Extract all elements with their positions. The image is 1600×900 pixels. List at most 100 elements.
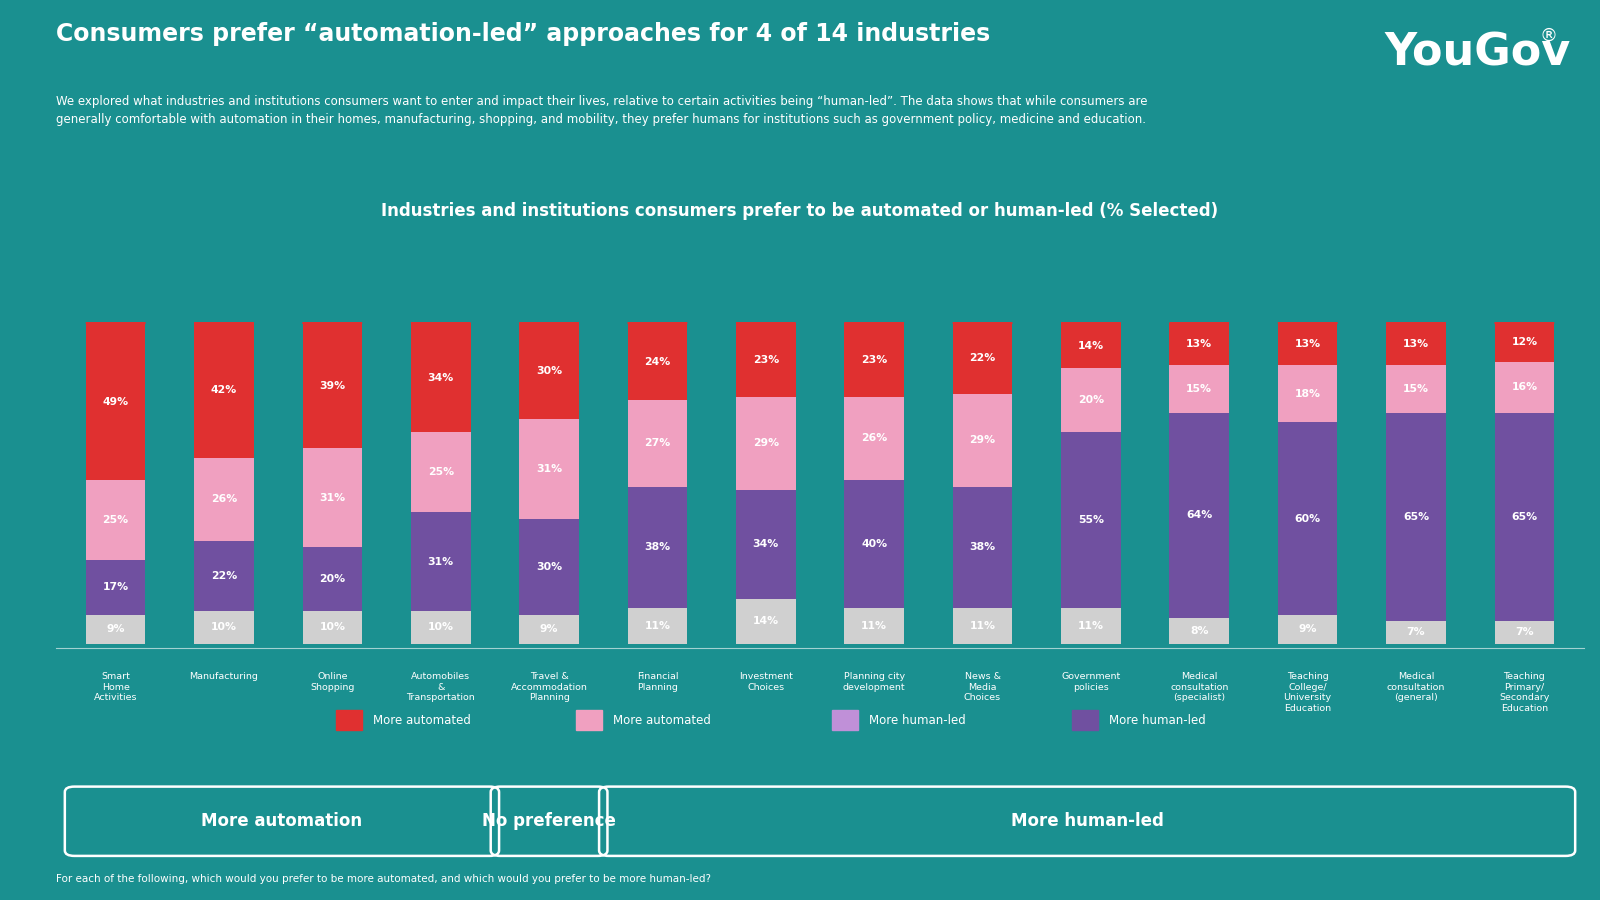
Bar <box>411 323 470 432</box>
Text: Investment
Choices: Investment Choices <box>739 672 792 692</box>
Text: Online
Shopping: Online Shopping <box>310 672 355 692</box>
Text: 26%: 26% <box>211 494 237 504</box>
Bar <box>1494 413 1554 621</box>
Bar <box>952 487 1013 608</box>
Bar <box>1061 432 1120 608</box>
Text: More automated: More automated <box>373 714 470 726</box>
Text: 11%: 11% <box>1078 621 1104 631</box>
Text: Industries and institutions consumers prefer to be automated or human-led (% Sel: Industries and institutions consumers pr… <box>381 202 1219 220</box>
Bar <box>1170 323 1229 364</box>
Bar <box>845 323 904 397</box>
Text: 15%: 15% <box>1186 383 1213 394</box>
Text: 65%: 65% <box>1403 512 1429 522</box>
Text: 55%: 55% <box>1078 515 1104 525</box>
Text: 10%: 10% <box>320 623 346 633</box>
Bar <box>736 598 795 644</box>
Text: 10%: 10% <box>427 623 454 633</box>
Bar <box>1278 422 1338 615</box>
Text: 34%: 34% <box>427 373 454 382</box>
Text: 49%: 49% <box>102 397 128 407</box>
Text: More automation: More automation <box>202 812 363 830</box>
Text: 20%: 20% <box>320 574 346 584</box>
Bar <box>86 615 146 644</box>
Bar <box>520 323 579 419</box>
Text: Consumers prefer “automation-led” approaches for 4 of 14 industries: Consumers prefer “automation-led” approa… <box>56 22 990 47</box>
Bar <box>1494 362 1554 413</box>
Bar <box>302 547 362 611</box>
Text: Teaching
College/
University
Education: Teaching College/ University Education <box>1283 672 1331 713</box>
Bar <box>86 323 146 480</box>
Text: 18%: 18% <box>1294 389 1320 399</box>
Text: 26%: 26% <box>861 434 888 444</box>
Bar <box>845 480 904 608</box>
Bar <box>845 608 904 644</box>
Text: 7%: 7% <box>1406 627 1426 637</box>
Text: ®: ® <box>1539 27 1557 45</box>
Text: 13%: 13% <box>1403 339 1429 349</box>
Bar <box>736 397 795 490</box>
Text: Government
policies: Government policies <box>1061 672 1120 692</box>
Text: News &
Media
Choices: News & Media Choices <box>963 672 1002 702</box>
Bar <box>1061 323 1120 368</box>
Text: Planning city
development: Planning city development <box>843 672 906 692</box>
Bar <box>627 323 688 400</box>
Text: Manufacturing: Manufacturing <box>189 672 259 681</box>
Text: 11%: 11% <box>970 621 995 631</box>
Text: 31%: 31% <box>320 492 346 503</box>
Text: 23%: 23% <box>861 355 888 365</box>
Text: 9%: 9% <box>1299 624 1317 634</box>
Text: 17%: 17% <box>102 582 128 592</box>
Bar <box>1278 323 1338 364</box>
Text: Financial
Planning: Financial Planning <box>637 672 678 692</box>
Text: 29%: 29% <box>752 438 779 448</box>
Text: 9%: 9% <box>539 624 558 634</box>
Text: Travel &
Accommodation
Planning: Travel & Accommodation Planning <box>510 672 587 702</box>
Text: 25%: 25% <box>427 467 454 477</box>
Text: Medical
consultation
(specialist): Medical consultation (specialist) <box>1170 672 1229 702</box>
Text: Teaching
Primary/
Secondary
Education: Teaching Primary/ Secondary Education <box>1499 672 1549 713</box>
Text: More human-led: More human-led <box>869 714 965 726</box>
Text: 20%: 20% <box>1078 395 1104 405</box>
Text: 34%: 34% <box>752 539 779 549</box>
Bar <box>736 490 795 598</box>
Text: 60%: 60% <box>1294 514 1320 524</box>
Bar <box>411 432 470 512</box>
Bar <box>627 487 688 608</box>
Text: No preference: No preference <box>482 812 616 830</box>
Bar <box>194 323 254 458</box>
Text: 15%: 15% <box>1403 383 1429 394</box>
Bar <box>194 458 254 541</box>
Text: 38%: 38% <box>645 543 670 553</box>
Bar <box>1061 368 1120 432</box>
Bar <box>1278 615 1338 644</box>
Text: More automated: More automated <box>613 714 710 726</box>
Bar <box>627 608 688 644</box>
Text: 29%: 29% <box>970 435 995 445</box>
Bar <box>1386 413 1446 621</box>
Bar <box>86 560 146 615</box>
Bar <box>302 611 362 644</box>
Text: 30%: 30% <box>536 366 562 376</box>
Text: 22%: 22% <box>970 354 995 364</box>
Text: 11%: 11% <box>861 621 886 631</box>
Bar <box>1061 608 1120 644</box>
Text: 13%: 13% <box>1186 339 1213 349</box>
Text: More human-led: More human-led <box>1011 812 1163 830</box>
Bar <box>411 512 470 611</box>
Text: 40%: 40% <box>861 539 888 549</box>
Text: 23%: 23% <box>752 355 779 365</box>
Text: 39%: 39% <box>320 381 346 391</box>
Text: 24%: 24% <box>645 356 670 366</box>
Text: 13%: 13% <box>1294 339 1320 349</box>
Bar <box>194 611 254 644</box>
Bar <box>1170 413 1229 618</box>
Text: 38%: 38% <box>970 543 995 553</box>
Text: 31%: 31% <box>536 464 562 474</box>
Bar <box>1170 618 1229 644</box>
Text: Smart
Home
Activities: Smart Home Activities <box>94 672 138 702</box>
Text: 22%: 22% <box>211 572 237 581</box>
Bar <box>627 400 688 487</box>
Text: 9%: 9% <box>106 624 125 634</box>
Bar <box>952 323 1013 393</box>
Bar <box>736 323 795 397</box>
